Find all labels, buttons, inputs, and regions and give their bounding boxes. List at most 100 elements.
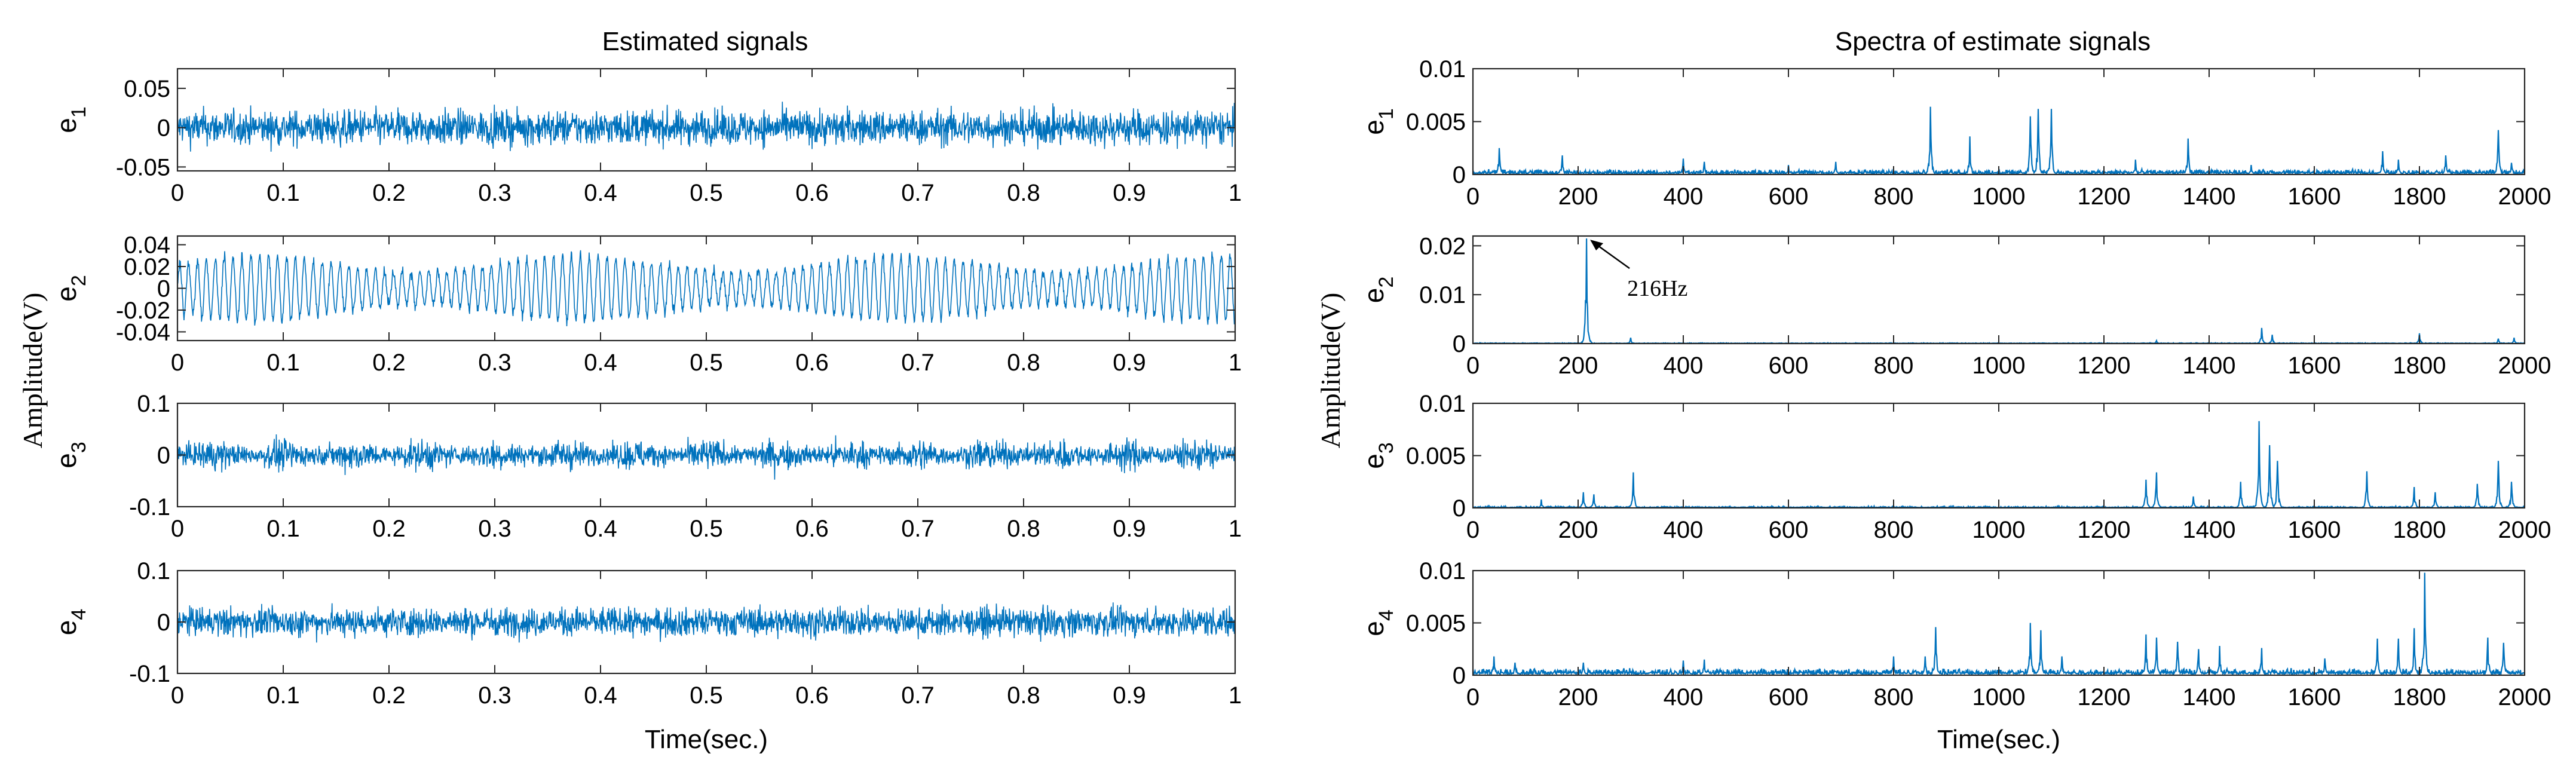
time-signals-chart: Estimated signals Amplitude(V) Time(sec.) 0…: [17, 27, 1242, 754]
x-tick-label: 0.8: [1007, 516, 1040, 542]
signal-line: [1473, 572, 2525, 675]
y-axis-label: Amplitude(V): [1315, 293, 1346, 449]
x-tick-label: 0.6: [795, 180, 829, 206]
panel-label: e1: [51, 106, 90, 133]
x-tick-label: 0.3: [478, 350, 511, 376]
x-tick-label: 1400: [2183, 684, 2236, 710]
x-tick-label: 1400: [2183, 517, 2236, 543]
x-tick-label: 400: [1664, 684, 1704, 710]
x-tick-label: 0.7: [901, 180, 935, 206]
x-tick-label: 0.3: [478, 516, 511, 542]
x-tick-label: 1: [1229, 682, 1242, 709]
x-tick-label: 0.4: [584, 350, 617, 376]
x-tick-label: 1000: [1972, 684, 2026, 710]
x-tick-label: 0.5: [690, 516, 723, 542]
panel-e1: 0 0.1 0.2 0.3 0.4 0.5 0.6 0.7 0.8 0.9 1-0.0500.05e…: [51, 68, 1242, 206]
x-tick-label: 0.2: [372, 180, 406, 206]
x-tick-label: 1400: [2183, 183, 2236, 210]
x-tick-label: 0: [1466, 517, 1480, 543]
panel-label-sub: 3: [1375, 442, 1398, 454]
y-tick-label: 0.05: [124, 76, 170, 102]
y-tick-label: 0: [1453, 331, 1466, 357]
x-tick-label: 0.7: [901, 350, 935, 376]
y-tick-label: 0: [1453, 663, 1466, 689]
chart-title: Spectra of estimate signals: [1835, 27, 2151, 56]
y-tick-label: 0: [157, 609, 170, 636]
annotation-label: 216Hz: [1627, 276, 1687, 301]
y-tick-label: 0: [157, 115, 170, 142]
x-tick-label: 1: [1229, 516, 1242, 542]
x-tick-label: 1200: [2078, 353, 2131, 379]
y-tick-label: 0.01: [1419, 282, 1466, 308]
y-tick-label: 0.02: [1419, 233, 1466, 259]
x-tick-label: 400: [1664, 517, 1704, 543]
panel-label: e3: [1358, 442, 1398, 469]
x-tick-label: 600: [1769, 517, 1809, 543]
x-tick-label: 400: [1664, 353, 1704, 379]
x-tick-label: 2000: [2498, 353, 2552, 379]
panel-label-base: e: [1358, 621, 1389, 636]
axes-box: [1472, 68, 2526, 176]
axes-box: [1472, 402, 2526, 509]
x-tick-label: 1800: [2393, 353, 2446, 379]
x-tick-label: 800: [1874, 684, 1914, 710]
chart-title: Estimated signals: [602, 27, 808, 56]
x-tick-label: 1200: [2078, 684, 2131, 710]
x-tick-label: 0.1: [267, 682, 300, 709]
panel-e2: 0 200 400 600 800 1000 1200 1400 1600 1800 2000 0 0.…: [1358, 233, 2551, 379]
x-tick-label: 200: [1558, 517, 1598, 543]
x-tick-label: 0.9: [1113, 350, 1146, 376]
y-tick-label: 0.005: [1406, 611, 1466, 637]
panel-label: e2: [1358, 277, 1398, 304]
x-tick-label: 0.4: [584, 682, 617, 709]
y-tick-label: -0.05: [116, 154, 170, 180]
x-tick-label: 1600: [2288, 183, 2341, 210]
x-tick-label: 1: [1229, 350, 1242, 376]
panel-e3: 0 200 400 600 800 1000 1200 1400 1600 1800 2000 0 0.…: [1358, 391, 2551, 543]
x-tick-label: 0.9: [1113, 682, 1146, 709]
panel-label-sub: 2: [1375, 277, 1398, 288]
x-tick-label: 0: [171, 180, 184, 206]
signal-line: [1473, 421, 2525, 508]
y-tick-label: 0.01: [1419, 56, 1466, 82]
x-tick-label: 600: [1769, 684, 1809, 710]
x-tick-label: 0: [171, 682, 184, 709]
x-tick-label: 0.5: [690, 350, 723, 376]
panel-label-base: e: [1358, 120, 1389, 135]
panel-label-base: e: [51, 118, 82, 133]
x-tick-label: 2000: [2498, 517, 2552, 543]
x-tick-label: 0.1: [267, 516, 300, 542]
panel-label-sub: 4: [1375, 609, 1398, 621]
x-tick-label: 0: [1466, 684, 1480, 710]
x-tick-label: 0.6: [795, 350, 829, 376]
x-tick-label: 0.3: [478, 180, 511, 206]
x-tick-label: 1000: [1972, 517, 2026, 543]
axes-box: [1472, 569, 2526, 676]
panel-e1: 0 200 400 600 800 1000 1200 1400 1600 1800 2000 0 0.…: [1358, 56, 2551, 210]
x-tick-label: 0.8: [1007, 682, 1040, 709]
signal-line: [1473, 106, 2525, 174]
panel-label: e2: [51, 275, 90, 302]
x-tick-label: 1400: [2183, 353, 2236, 379]
x-tick-label: 0.5: [690, 682, 723, 709]
x-tick-label: 0.1: [267, 180, 300, 206]
y-tick-label: 0.1: [137, 391, 170, 417]
panel-label-sub: 1: [1375, 108, 1398, 120]
x-tick-label: 2000: [2498, 684, 2552, 710]
x-tick-label: 0.7: [901, 682, 935, 709]
x-tick-label: 0.2: [372, 350, 406, 376]
panel-label-base: e: [1358, 288, 1389, 304]
spectra-chart: Spectra of estimate signals Amplitude(V) T…: [1315, 27, 2551, 754]
panel-e4: 0 200 400 600 800 1000 1200 1400 1600 1800 2000 0 0.…: [1358, 558, 2551, 710]
x-tick-label: 1000: [1972, 353, 2026, 379]
x-tick-label: 0.6: [795, 682, 829, 709]
y-tick-label: -0.02: [116, 298, 170, 324]
x-tick-label: 600: [1769, 183, 1809, 210]
panel-label-base: e: [1358, 454, 1389, 469]
x-tick-label: 1800: [2393, 684, 2446, 710]
x-tick-label: 600: [1769, 353, 1809, 379]
x-tick-label: 1000: [1972, 183, 2026, 210]
x-tick-label: 200: [1558, 183, 1598, 210]
x-tick-label: 0.4: [584, 516, 617, 542]
x-tick-label: 2000: [2498, 183, 2552, 210]
